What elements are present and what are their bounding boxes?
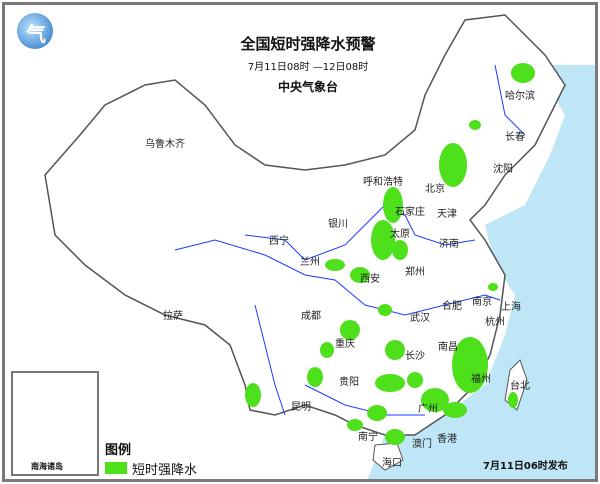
city-label: 澳门 bbox=[412, 439, 432, 450]
rain-areas bbox=[245, 63, 535, 445]
city-label: 银川 bbox=[328, 219, 348, 230]
city-label: 昆明 bbox=[291, 402, 311, 413]
china-outline bbox=[44, 14, 566, 436]
city-label: 哈尔滨 bbox=[505, 91, 535, 102]
city-label: 海口 bbox=[382, 458, 402, 469]
city-label: 石家庄 bbox=[395, 207, 425, 218]
city-label: 重庆 bbox=[335, 339, 355, 350]
city-label: 杭州 bbox=[485, 317, 505, 328]
city-label: 北京 bbox=[425, 184, 445, 195]
city-label: 天津 bbox=[437, 209, 457, 220]
agency: 中央气象台 bbox=[277, 80, 338, 94]
legend-label: 短时强降水 bbox=[132, 463, 198, 478]
city-label: 福州 bbox=[471, 374, 491, 385]
city-label: 广州 bbox=[418, 404, 438, 415]
city-label: 武汉 bbox=[410, 313, 430, 324]
south-china-sea-inset: 南海诸岛 bbox=[11, 371, 99, 476]
city-label: 贵阳 bbox=[339, 377, 359, 388]
sea bbox=[367, 65, 595, 479]
city-label: 西安 bbox=[360, 274, 380, 285]
city-label: 兰州 bbox=[300, 257, 320, 268]
city-label: 郑州 bbox=[405, 267, 425, 278]
city-label: 合肥 bbox=[442, 301, 462, 312]
city-label: 香港 bbox=[437, 434, 457, 445]
city-label: 长春 bbox=[505, 132, 525, 143]
city-label: 上海 bbox=[501, 302, 521, 313]
city-label: 西宁 bbox=[269, 236, 289, 247]
city-label: 南昌 bbox=[438, 342, 458, 353]
city-label: 呼和浩特 bbox=[363, 177, 403, 188]
city-label: 南京 bbox=[472, 297, 492, 308]
city-label: 济南 bbox=[439, 239, 459, 250]
city-label: 南宁 bbox=[358, 432, 378, 443]
city-label: 乌鲁木齐 bbox=[145, 139, 185, 150]
city-label: 台北 bbox=[510, 381, 530, 392]
city-label: 拉萨 bbox=[163, 311, 183, 322]
legend-title: 图例 bbox=[105, 443, 132, 458]
map-title: 全国短时强降水预警 bbox=[240, 35, 376, 53]
city-label: 长沙 bbox=[405, 351, 425, 362]
cma-logo: 气 bbox=[17, 13, 53, 49]
inset-label: 南海诸岛 bbox=[31, 462, 63, 471]
city-label: 成都 bbox=[301, 311, 321, 322]
map-svg bbox=[44, 14, 595, 479]
city-label: 沈阳 bbox=[493, 164, 513, 175]
city-label: 太原 bbox=[390, 229, 410, 240]
legend-swatch bbox=[105, 462, 127, 474]
issued-time: 7月11日06时发布 bbox=[483, 461, 568, 472]
valid-period: 7月11日08时 —12日08时 bbox=[247, 62, 369, 73]
